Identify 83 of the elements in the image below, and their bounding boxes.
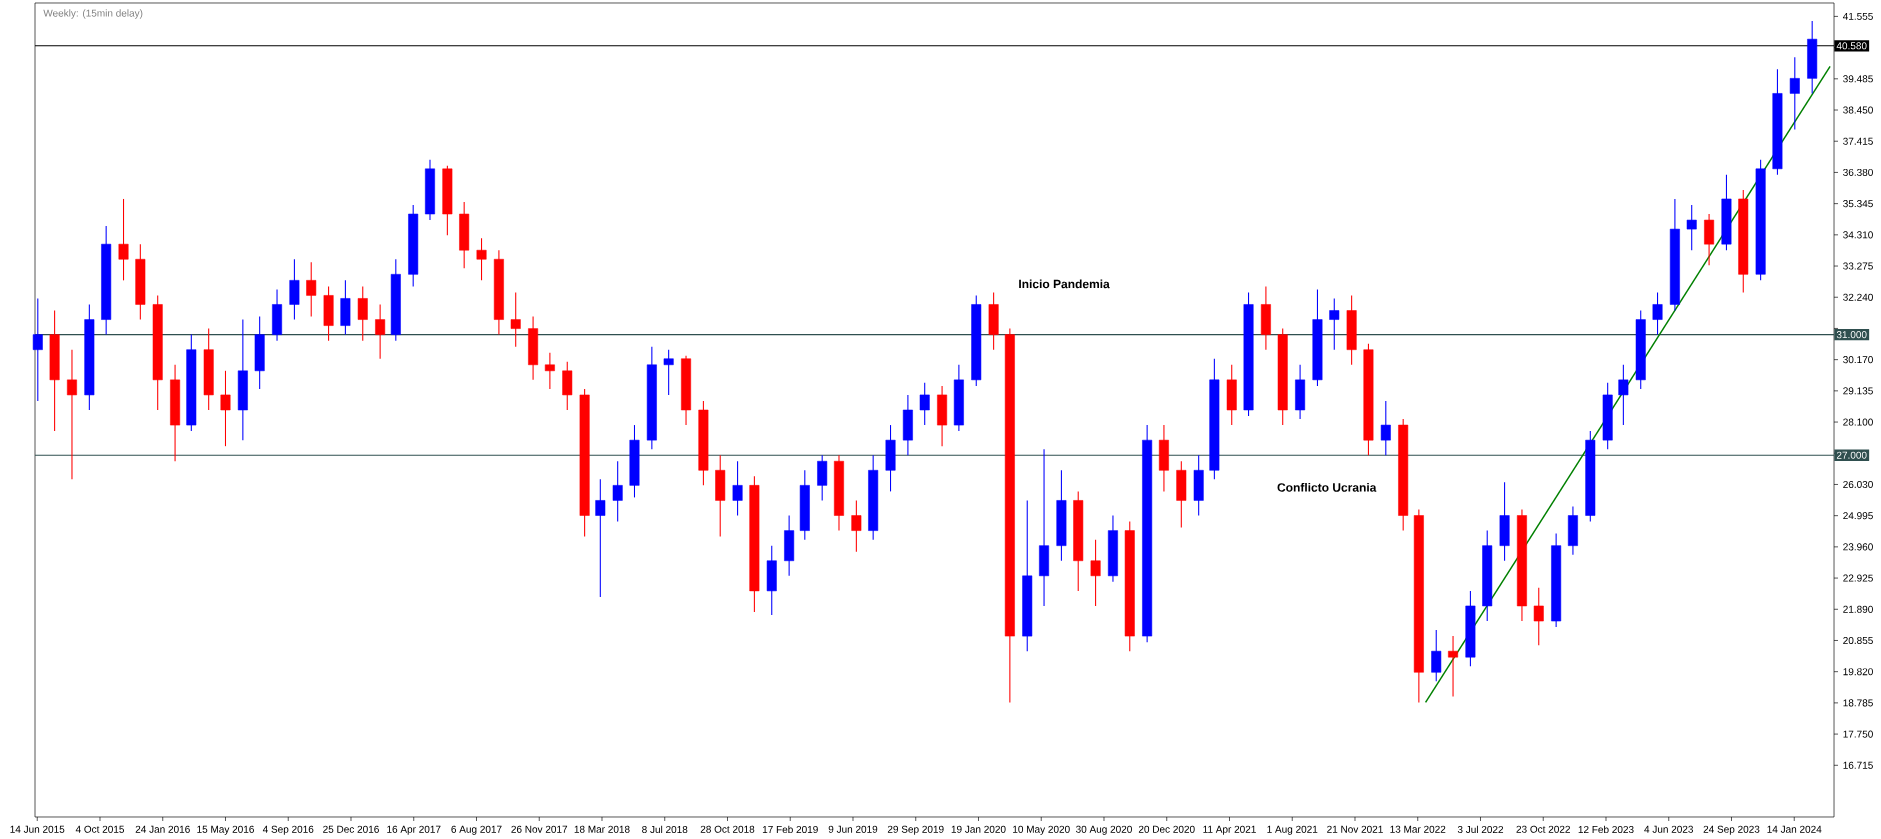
annotation: Conflicto Ucrania bbox=[1277, 482, 1377, 492]
x-tick-label: 30 Aug 2020 bbox=[1076, 825, 1132, 835]
x-tick-label: 10 May 2020 bbox=[1013, 825, 1070, 835]
y-tick-label: 30.170 bbox=[1843, 356, 1873, 364]
y-tick-label: 22.925 bbox=[1843, 574, 1873, 582]
candlestick bbox=[1686, 204, 1697, 251]
candlestick bbox=[1090, 539, 1101, 607]
x-tick-label: 15 May 2016 bbox=[197, 825, 254, 835]
text: Weekly: (15min delay) bbox=[43, 9, 143, 19]
y-tick-label: 33.275 bbox=[1843, 262, 1873, 270]
x-tick-label: 24 Jan 2016 bbox=[135, 825, 190, 833]
y-tick-label: 41.555 bbox=[1842, 12, 1873, 20]
candlestick bbox=[1533, 587, 1544, 646]
x-tick-label: 4 Jun 2023 bbox=[1644, 825, 1694, 833]
ref-line-label: 40.580 bbox=[1836, 42, 1867, 50]
candlestick bbox=[1652, 291, 1663, 336]
x-tick-label: 21 Nov 2021 bbox=[1327, 825, 1383, 833]
ref-line-label: 31.000 bbox=[1836, 331, 1867, 339]
x-tick-label: 1 Aug 2021 bbox=[1267, 825, 1318, 835]
ref-line-label: 27.000 bbox=[1836, 451, 1867, 459]
y-tick-label: 24.995 bbox=[1843, 512, 1873, 520]
x-tick-label: 18 Mar 2018 bbox=[574, 825, 630, 833]
y-tick-label: 16.715 bbox=[1843, 761, 1873, 769]
y-tick-label: 37.415 bbox=[1843, 137, 1873, 145]
annotation: Inicio Pandemia bbox=[1019, 279, 1110, 289]
candlestick bbox=[1329, 297, 1340, 351]
y-tick-label: 19.820 bbox=[1843, 668, 1873, 676]
candlestick bbox=[544, 352, 555, 390]
candlestick bbox=[1618, 364, 1629, 426]
candlestick bbox=[357, 285, 368, 342]
y-tick-label: 21.890 bbox=[1843, 605, 1873, 613]
x-tick-label: 26 Nov 2017 bbox=[511, 825, 568, 833]
x-tick-label: 6 Aug 2017 bbox=[451, 825, 502, 835]
x-tick-label: 4 Sep 2016 bbox=[262, 825, 314, 835]
candlestick bbox=[306, 261, 317, 318]
x-tick-label: 29 Sep 2019 bbox=[887, 825, 944, 835]
y-tick-label: 32.240 bbox=[1843, 293, 1873, 301]
y-tick-label: 35.345 bbox=[1843, 200, 1873, 208]
y-tick-label: 20.855 bbox=[1843, 636, 1873, 645]
x-tick-label: 19 Jan 2020 bbox=[951, 825, 1006, 833]
candlestick bbox=[919, 382, 930, 426]
candlestick bbox=[67, 349, 77, 480]
y-tick-label: 26.030 bbox=[1843, 480, 1873, 489]
candlestick bbox=[612, 460, 623, 523]
y-tick-label: 36.380 bbox=[1843, 168, 1873, 176]
x-tick-label: 12 Feb 2023 bbox=[1578, 825, 1634, 834]
y-tick-label: 34.310 bbox=[1843, 231, 1873, 239]
candlestick bbox=[32, 297, 43, 402]
x-tick-label: 11 Apr 2021 bbox=[1203, 825, 1256, 835]
candlestick bbox=[1789, 56, 1800, 131]
x-tick-label: 16 Apr 2017 bbox=[387, 825, 441, 835]
y-tick-label: 23.960 bbox=[1843, 543, 1873, 551]
x-tick-label: 3 Jul 2022 bbox=[1457, 825, 1504, 834]
x-tick-label: 24 Sep 2023 bbox=[1703, 825, 1760, 835]
candlestick bbox=[851, 499, 862, 553]
y-tick-label: 38.450 bbox=[1843, 106, 1873, 114]
candlestick bbox=[476, 237, 487, 281]
candlestick bbox=[595, 478, 606, 598]
y-tick-label: 28.100 bbox=[1843, 418, 1873, 426]
y-tick-label: 17.750 bbox=[1843, 730, 1873, 738]
x-tick-label: 13 Mar 2022 bbox=[1390, 825, 1446, 833]
x-tick-label: 28 Oct 2018 bbox=[700, 825, 755, 833]
y-tick-label: 29.135 bbox=[1843, 387, 1873, 395]
candlestick bbox=[118, 198, 129, 281]
x-tick-label: 23 Oct 2022 bbox=[1516, 825, 1570, 833]
x-tick-label: 14 Jan 2024 bbox=[1767, 825, 1822, 833]
candlestick bbox=[663, 349, 674, 396]
x-tick-label: 4 Oct 2015 bbox=[75, 825, 125, 833]
candlestick bbox=[1380, 400, 1391, 456]
candlestick bbox=[220, 370, 231, 447]
candlestick bbox=[510, 291, 521, 348]
candlestick bbox=[1448, 635, 1459, 697]
candlestick bbox=[1431, 629, 1442, 682]
candlestick bbox=[732, 460, 743, 517]
x-tick-label: 14 Jun 2015 bbox=[10, 825, 65, 833]
candlestick bbox=[375, 303, 386, 360]
x-tick-label: 8 Jul 2018 bbox=[642, 825, 688, 834]
x-tick-label: 20 Dec 2020 bbox=[1138, 825, 1195, 833]
x-tick-label: 9 Jun 2019 bbox=[828, 825, 878, 833]
x-tick-label: 17 Feb 2019 bbox=[762, 825, 818, 834]
y-tick-label: 18.785 bbox=[1843, 699, 1873, 707]
x-tick-label: 25 Dec 2016 bbox=[323, 825, 379, 833]
y-tick-label: 39.485 bbox=[1843, 75, 1873, 83]
